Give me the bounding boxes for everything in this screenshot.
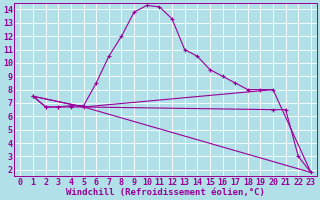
- X-axis label: Windchill (Refroidissement éolien,°C): Windchill (Refroidissement éolien,°C): [66, 188, 265, 197]
